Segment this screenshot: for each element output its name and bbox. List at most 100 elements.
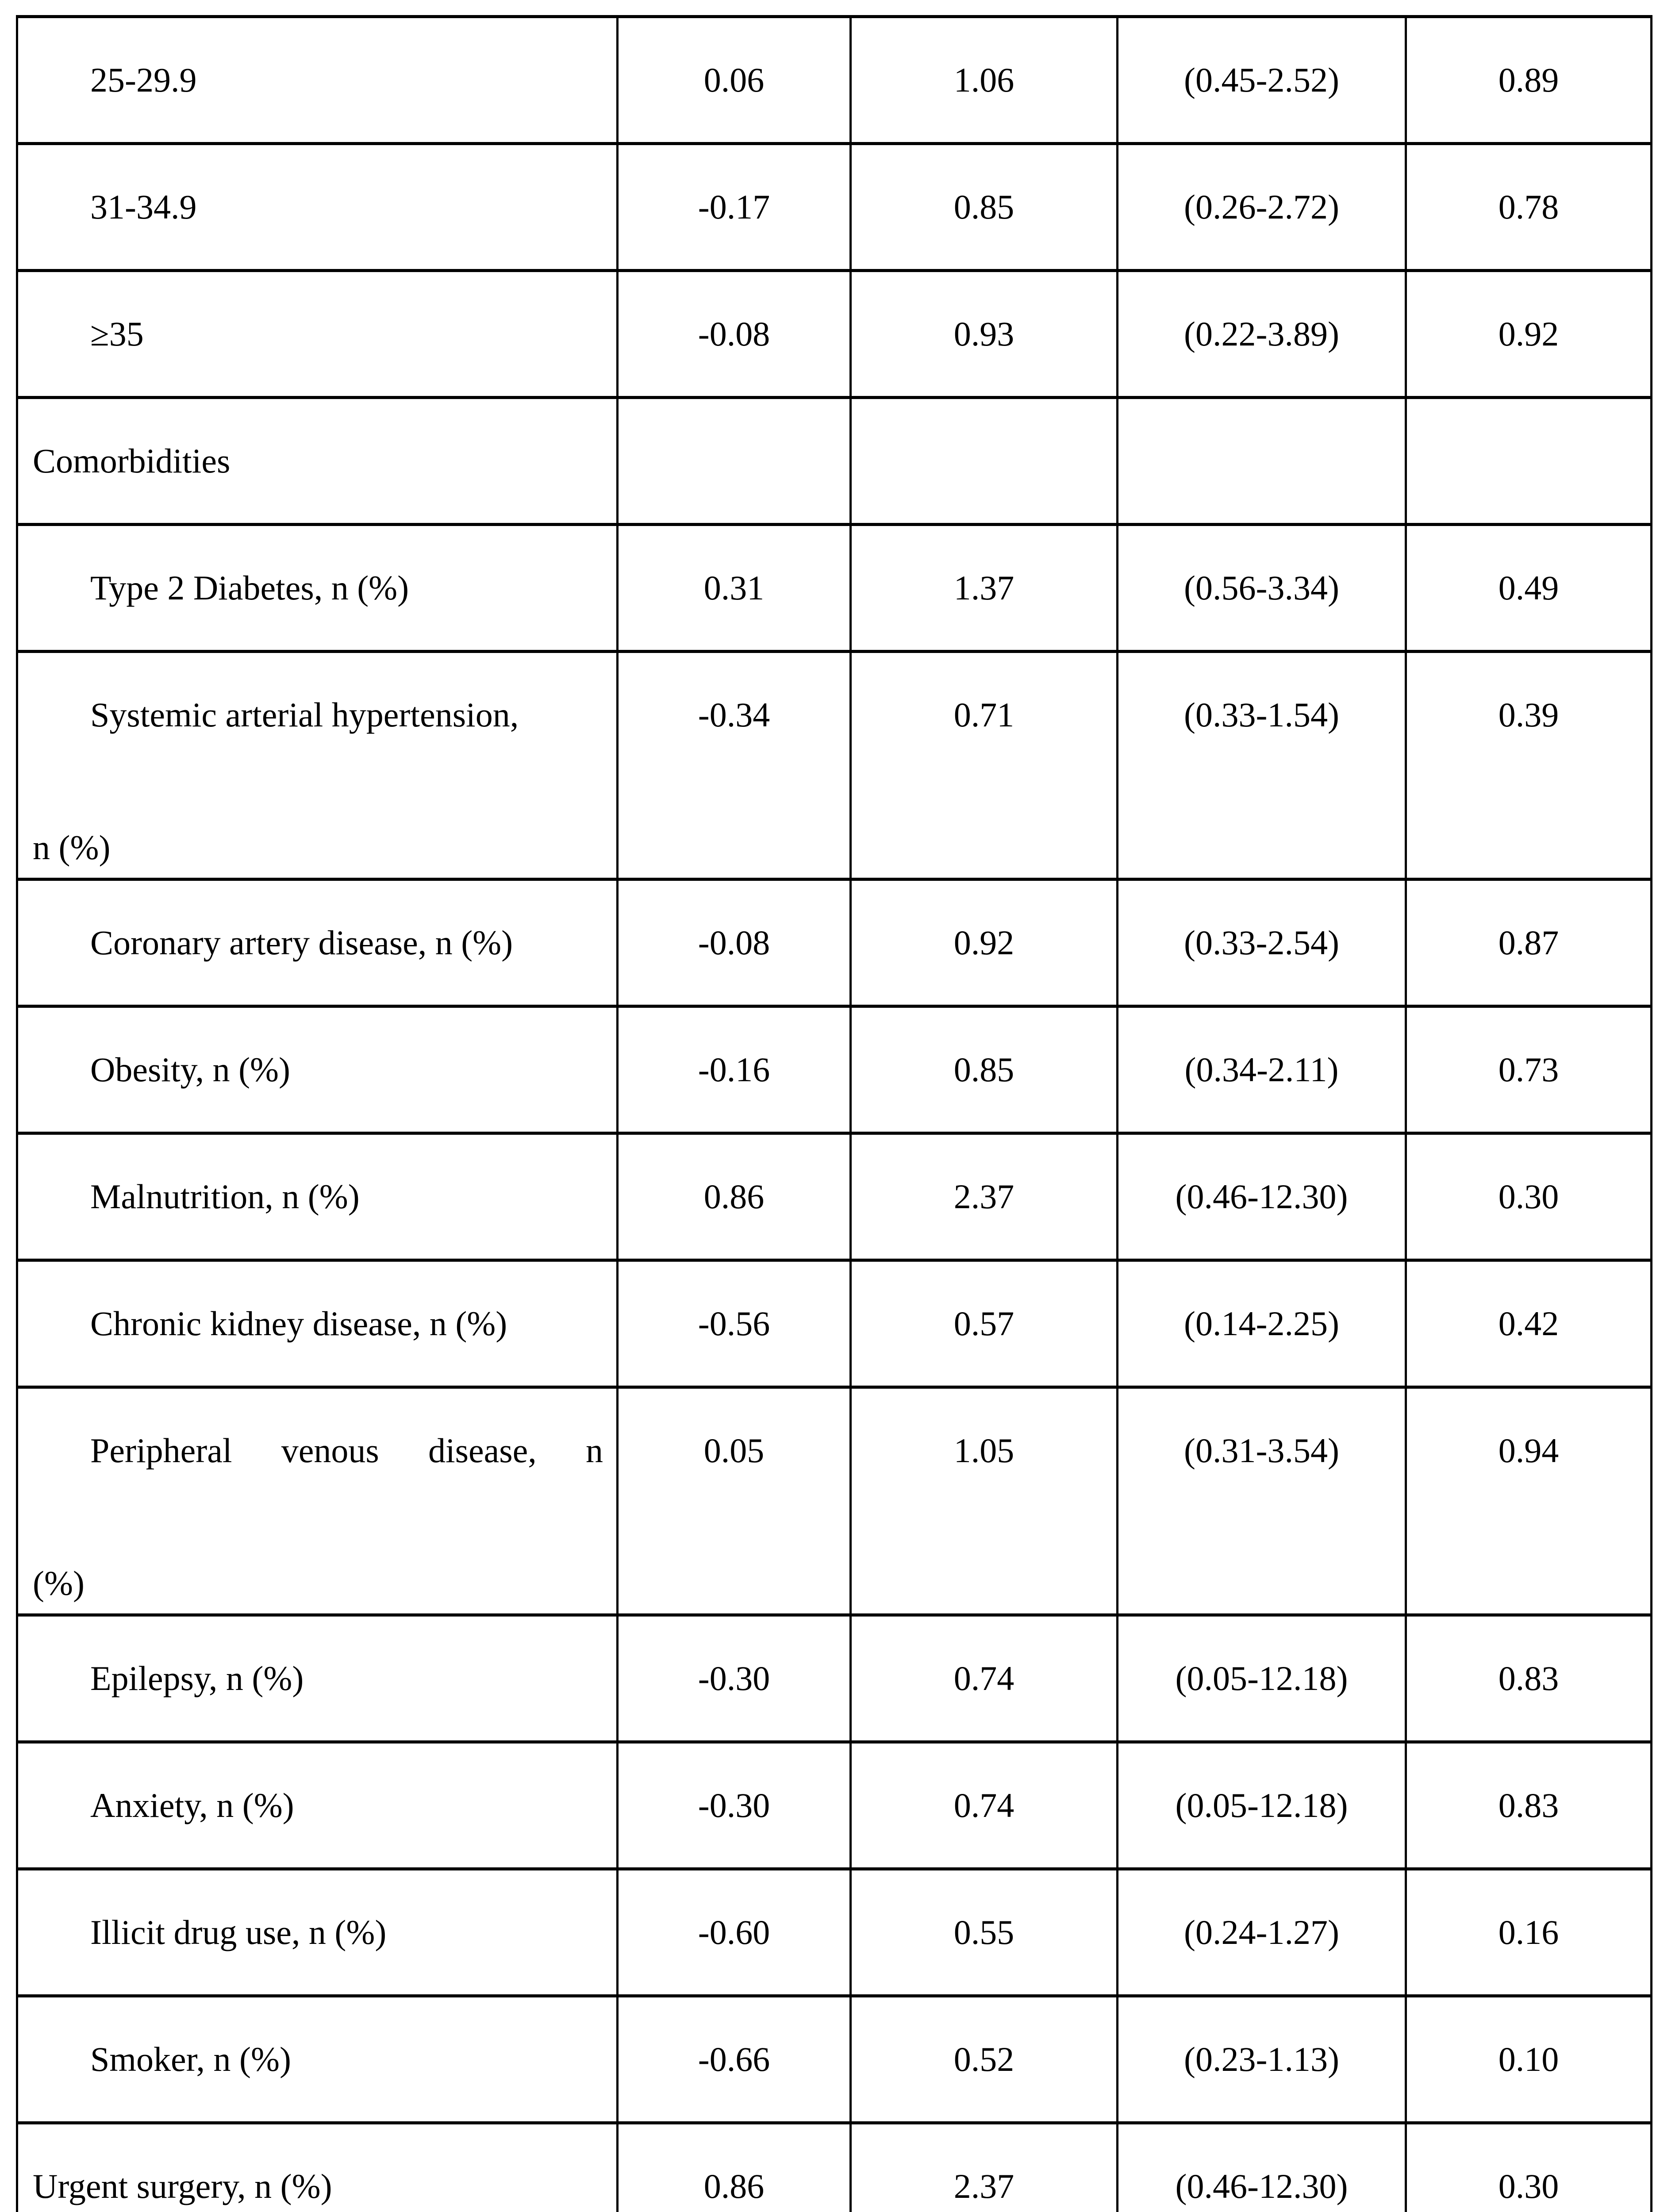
row-label: Smoker, n (%) — [90, 2040, 291, 2078]
value-cell: 0.39 — [1405, 650, 1652, 881]
row-label: 31-34.9 — [90, 188, 197, 226]
value-cell: 2.37 — [849, 2121, 1118, 2212]
value-cell: (0.46-12.30) — [1116, 2121, 1407, 2212]
value-cell: -0.30 — [616, 1613, 852, 1743]
value-cell: 0.49 — [1405, 523, 1652, 653]
row-label: Obesity, n (%) — [90, 1050, 291, 1089]
row-label-cell: Peripheral venous disease, n (%) — [16, 1386, 619, 1617]
value-cell: (0.46-12.30) — [1116, 1132, 1407, 1262]
row-label: Illicit drug use, n (%) — [90, 1913, 387, 1951]
value-cell: -0.17 — [616, 142, 852, 272]
row-label-cell: Coronary artery disease, n (%) — [16, 878, 619, 1008]
value-cell: (0.45-2.52) — [1116, 15, 1407, 145]
value-cell: 0.94 — [1405, 1386, 1652, 1617]
value-cell: (0.22-3.89) — [1116, 269, 1407, 399]
row-label: Chronic kidney disease, n (%) — [90, 1304, 507, 1343]
table-row: Urgent surgery, n (%) 0.86 2.37 (0.46-12.30… — [16, 2121, 1652, 2212]
value-cell: 0.83 — [1405, 1740, 1652, 1870]
value-cell: 0.30 — [1405, 2121, 1652, 2212]
table-row: Smoker, n (%) -0.66 0.52 (0.23-1.13) 0.10 — [16, 1994, 1652, 2124]
value-cell: (0.23-1.13) — [1116, 1994, 1407, 2124]
value-cell: 0.92 — [849, 878, 1118, 1008]
value-cell: 1.37 — [849, 523, 1118, 653]
row-label-cell: Type 2 Diabetes, n (%) — [16, 523, 619, 653]
table-row: ≥35 -0.08 0.93 (0.22-3.89) 0.92 — [16, 269, 1652, 399]
table-row: Malnutrition, n (%) 0.86 2.37 (0.46-12.30) 0… — [16, 1132, 1652, 1262]
table-row: Illicit drug use, n (%) -0.60 0.55 (0.24-1.… — [16, 1867, 1652, 1997]
value-cell: -0.30 — [616, 1740, 852, 1870]
row-label: Anxiety, n (%) — [90, 1786, 294, 1824]
value-cell: (0.05-12.18) — [1116, 1613, 1407, 1743]
value-cell — [616, 396, 852, 526]
table-row: Peripheral venous disease, n (%) 0.05 1.05(… — [16, 1386, 1652, 1617]
value-cell: 0.71 — [849, 650, 1118, 881]
table-row: Anxiety, n (%) -0.30 0.74 (0.05-12.18) 0.83 — [16, 1740, 1652, 1870]
row-label-cell: Chronic kidney disease, n (%) — [16, 1259, 619, 1389]
table-row: Type 2 Diabetes, n (%) 0.31 1.37 (0.56-3.34… — [16, 523, 1652, 653]
value-cell: (0.34-2.11) — [1116, 1005, 1407, 1135]
value-cell: (0.24-1.27) — [1116, 1867, 1407, 1997]
row-label: 25-29.9 — [90, 61, 197, 99]
row-label-continued: (%) — [33, 1564, 85, 1602]
value-cell: 0.92 — [1405, 269, 1652, 399]
value-cell: 0.74 — [849, 1740, 1118, 1870]
row-label-cell: Systemic arterial hypertension, n (%) — [16, 650, 619, 881]
value-cell: (0.31-3.54) — [1116, 1386, 1407, 1617]
value-cell: 0.74 — [849, 1613, 1118, 1743]
value-cell — [1405, 396, 1652, 526]
value-cell: 0.42 — [1405, 1259, 1652, 1389]
value-cell: 0.86 — [616, 1132, 852, 1262]
table-row: 31-34.9 -0.17 0.85 (0.26-2.72) 0.78 — [16, 142, 1652, 272]
value-cell: 0.93 — [849, 269, 1118, 399]
table-row: Obesity, n (%) -0.16 0.85 (0.34-2.11) 0.73 — [16, 1005, 1652, 1135]
value-cell: 0.57 — [849, 1259, 1118, 1389]
value-cell: (0.33-1.54) — [1116, 650, 1407, 881]
value-cell: -0.08 — [616, 878, 852, 1008]
value-cell: -0.34 — [616, 650, 852, 881]
value-cell: 0.05 — [616, 1386, 852, 1617]
value-cell: 0.85 — [849, 142, 1118, 272]
value-cell: -0.16 — [616, 1005, 852, 1135]
row-label: Type 2 Diabetes, n (%) — [90, 568, 409, 607]
table-row: 25-29.9 0.06 1.06 (0.45-2.52) 0.89 — [16, 15, 1652, 145]
row-label-continued: n (%) — [33, 828, 111, 867]
value-cell: 2.37 — [849, 1132, 1118, 1262]
row-label-cell: ≥35 — [16, 269, 619, 399]
value-cell — [849, 396, 1118, 526]
row-label-cell: Urgent surgery, n (%) — [16, 2121, 619, 2212]
row-label: Urgent surgery, n (%) — [33, 2167, 332, 2205]
row-label-cell: Malnutrition, n (%) — [16, 1132, 619, 1262]
value-cell: 0.52 — [849, 1994, 1118, 2124]
value-cell: (0.05-12.18) — [1116, 1740, 1407, 1870]
value-cell: 0.86 — [616, 2121, 852, 2212]
row-label-cell: 25-29.9 — [16, 15, 619, 145]
value-cell: 0.87 — [1405, 878, 1652, 1008]
row-label-cell: Obesity, n (%) — [16, 1005, 619, 1135]
row-label-cell: Comorbidities — [16, 396, 619, 526]
table-row: Chronic kidney disease, n (%) -0.56 0.57 (0… — [16, 1259, 1652, 1389]
row-label: Coronary artery disease, n (%) — [90, 923, 513, 962]
value-cell: 1.06 — [849, 15, 1118, 145]
value-cell: -0.56 — [616, 1259, 852, 1389]
value-cell: -0.60 — [616, 1867, 852, 1997]
value-cell: 0.16 — [1405, 1867, 1652, 1997]
value-cell: 0.55 — [849, 1867, 1118, 1997]
value-cell: 0.31 — [616, 523, 852, 653]
value-cell: 0.78 — [1405, 142, 1652, 272]
value-cell: 0.85 — [849, 1005, 1118, 1135]
value-cell — [1116, 396, 1407, 526]
table-row: Epilepsy, n (%) -0.30 0.74 (0.05-12.18) 0.83 — [16, 1613, 1652, 1743]
row-label-cell: Epilepsy, n (%) — [16, 1613, 619, 1743]
row-label: ≥35 — [90, 315, 144, 353]
table-row: Systemic arterial hypertension, n (%) -0.3… — [16, 650, 1652, 881]
row-label-cell: Anxiety, n (%) — [16, 1740, 619, 1870]
row-label-cell: Smoker, n (%) — [16, 1994, 619, 2124]
value-cell: 1.05 — [849, 1386, 1118, 1617]
value-cell: -0.66 — [616, 1994, 852, 2124]
value-cell: 0.83 — [1405, 1613, 1652, 1743]
table-row: Coronary artery disease, n (%) -0.08 0.92(… — [16, 878, 1652, 1008]
row-label-cell: Illicit drug use, n (%) — [16, 1867, 619, 1997]
value-cell: -0.08 — [616, 269, 852, 399]
row-label: Malnutrition, n (%) — [90, 1177, 360, 1216]
row-label: Comorbidities — [33, 442, 231, 480]
